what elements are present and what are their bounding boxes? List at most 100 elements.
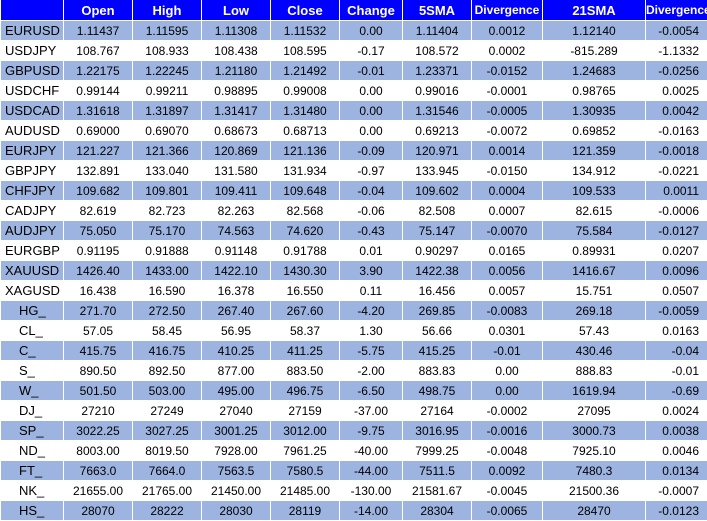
cell-low: 74.563 [202, 221, 270, 241]
cell-divergence-5: 0.0014 [472, 141, 542, 161]
table-row[interactable]: CADJPY 82.619 82.723 82.263 82.568 -0.06 82.50… [1, 201, 707, 221]
cell-high: 121.366 [133, 141, 201, 161]
header-symbol [1, 0, 63, 21]
cell-symbol: EURUSD [1, 21, 63, 41]
cell-divergence-21: -0.0256 [646, 61, 707, 81]
cell-divergence-5: -0.0150 [472, 161, 542, 181]
cell-change: -0.06 [340, 201, 402, 221]
cell-21sma: 7480.3 [543, 461, 645, 481]
cell-divergence-21: -0.0059 [646, 301, 707, 321]
cell-open: 0.69000 [64, 121, 132, 141]
cell-21sma: -815.289 [543, 41, 645, 61]
table-row[interactable]: HS_ 28070 28222 28030 28119 -14.00 28304 -0.006… [1, 501, 707, 521]
cell-open: 0.99144 [64, 81, 132, 101]
header-21sma[interactable]: 21SMA [543, 0, 645, 21]
header-5sma[interactable]: 5SMA [403, 0, 471, 21]
table-row[interactable]: EURJPY 121.227 121.366 120.869 121.136 -0.09 1… [1, 141, 707, 161]
table-row[interactable]: USDCAD 1.31618 1.31897 1.31417 1.31480 0.00 1.… [1, 101, 707, 121]
cell-open: 109.682 [64, 181, 132, 201]
table-row[interactable]: C_ 415.75 416.75 410.25 411.25 -5.75 415.25 -0.… [1, 341, 707, 361]
cell-5sma: 28304 [403, 501, 471, 521]
cell-divergence-5: 0.0301 [472, 321, 542, 341]
cell-high: 133.040 [133, 161, 201, 181]
header-change[interactable]: Change [340, 0, 402, 21]
cell-divergence-5: -0.0070 [472, 221, 542, 241]
cell-21sma: 430.46 [543, 341, 645, 361]
cell-open: 1.22175 [64, 61, 132, 81]
cell-high: 16.590 [133, 281, 201, 301]
table-row[interactable]: W_ 501.50 503.00 495.00 496.75 -6.50 498.75 0.0… [1, 381, 707, 401]
cell-divergence-5: -0.0048 [472, 441, 542, 461]
cell-low: 7563.5 [202, 461, 270, 481]
table-row[interactable]: NK_ 21655.00 21765.00 21450.00 21485.00 -130.… [1, 481, 707, 501]
table-row[interactable]: S_ 890.50 892.50 877.00 883.50 -2.00 883.83 0.0… [1, 361, 707, 381]
table-row[interactable]: GBPUSD 1.22175 1.22245 1.21180 1.21492 -0.01 1… [1, 61, 707, 81]
cell-divergence-5: 0.0007 [472, 201, 542, 221]
header-close[interactable]: Close [271, 0, 339, 21]
cell-divergence-21: 0.0096 [646, 261, 707, 281]
cell-divergence-21: -0.0006 [646, 201, 707, 221]
cell-divergence-21: -0.0007 [646, 481, 707, 501]
header-divergence-5[interactable]: Divergence [472, 0, 542, 21]
table-row[interactable]: GBPJPY 132.891 133.040 131.580 131.934 -0.97 1… [1, 161, 707, 181]
cell-low: 27040 [202, 401, 270, 421]
header-high[interactable]: High [133, 0, 201, 21]
cell-divergence-21: 0.0011 [646, 181, 707, 201]
table-row[interactable]: AUDUSD 0.69000 0.69070 0.68673 0.68713 0.00 0.… [1, 121, 707, 141]
cell-5sma: 109.602 [403, 181, 471, 201]
cell-high: 503.00 [133, 381, 201, 401]
cell-high: 21765.00 [133, 481, 201, 501]
header-open[interactable]: Open [64, 0, 132, 21]
cell-5sma: 21581.67 [403, 481, 471, 501]
cell-open: 121.227 [64, 141, 132, 161]
table-row[interactable]: HG_ 271.70 272.50 267.40 267.60 -4.20 269.85 -0… [1, 301, 707, 321]
cell-close: 1430.30 [271, 261, 339, 281]
cell-5sma: 0.99016 [403, 81, 471, 101]
table-row[interactable]: EURUSD 1.11437 1.11595 1.11308 1.11532 0.00 1.… [1, 21, 707, 41]
table-row[interactable]: EURGBP 0.91195 0.91888 0.91148 0.91788 0.01 0.… [1, 241, 707, 261]
cell-divergence-5: 0.00 [472, 381, 542, 401]
cell-change: 3.90 [340, 261, 402, 281]
cell-open: 108.767 [64, 41, 132, 61]
cell-21sma: 121.359 [543, 141, 645, 161]
table-row[interactable]: AUDJPY 75.050 75.170 74.563 74.620 -0.43 75.14… [1, 221, 707, 241]
cell-low: 410.25 [202, 341, 270, 361]
cell-divergence-21: -0.0127 [646, 221, 707, 241]
cell-open: 82.619 [64, 201, 132, 221]
cell-divergence-21: 0.0024 [646, 401, 707, 421]
table-row[interactable]: USDJPY 108.767 108.933 108.438 108.595 -0.17 1… [1, 41, 707, 61]
cell-low: 3001.25 [202, 421, 270, 441]
table-row[interactable]: DJ_ 27210 27249 27040 27159 -37.00 27164 -0.000… [1, 401, 707, 421]
table-row[interactable]: XAGUSD 16.438 16.590 16.378 16.550 0.11 16.456… [1, 281, 707, 301]
cell-symbol: NK_ [1, 481, 63, 501]
cell-21sma: 82.615 [543, 201, 645, 221]
table-row[interactable]: ND_ 8003.00 8019.50 7928.00 7961.25 -40.00 799… [1, 441, 707, 461]
table-row[interactable]: SP_ 3022.25 3027.25 3001.25 3012.00 -9.75 3016… [1, 421, 707, 441]
cell-high: 75.170 [133, 221, 201, 241]
cell-5sma: 27164 [403, 401, 471, 421]
cell-21sma: 1416.67 [543, 261, 645, 281]
cell-symbol: EURJPY [1, 141, 63, 161]
cell-divergence-21: 0.0042 [646, 101, 707, 121]
table-row[interactable]: USDCHF 0.99144 0.99211 0.98895 0.99008 0.00 0.… [1, 81, 707, 101]
cell-close: 21485.00 [271, 481, 339, 501]
header-low[interactable]: Low [202, 0, 270, 21]
cell-21sma: 15.751 [543, 281, 645, 301]
cell-change: -4.20 [340, 301, 402, 321]
cell-close: 58.37 [271, 321, 339, 341]
table-row[interactable]: XAUUSD 1426.40 1433.00 1422.10 1430.30 3.90 14… [1, 261, 707, 281]
cell-open: 0.91195 [64, 241, 132, 261]
header-divergence-21[interactable]: Divergence [646, 0, 707, 21]
cell-5sma: 120.971 [403, 141, 471, 161]
cell-21sma: 109.533 [543, 181, 645, 201]
table-row[interactable]: FT_ 7663.0 7664.0 7563.5 7580.5 -44.00 7511.5 0… [1, 461, 707, 481]
cell-change: -44.00 [340, 461, 402, 481]
cell-divergence-5: 0.0092 [472, 461, 542, 481]
table-row[interactable]: CL_ 57.05 58.45 56.95 58.37 1.30 56.66 0.0301 57… [1, 321, 707, 341]
cell-divergence-21: -1.1332 [646, 41, 707, 61]
cell-change: -6.50 [340, 381, 402, 401]
cell-close: 131.934 [271, 161, 339, 181]
cell-21sma: 57.43 [543, 321, 645, 341]
table-row[interactable]: CHFJPY 109.682 109.801 109.411 109.648 -0.04 1… [1, 181, 707, 201]
